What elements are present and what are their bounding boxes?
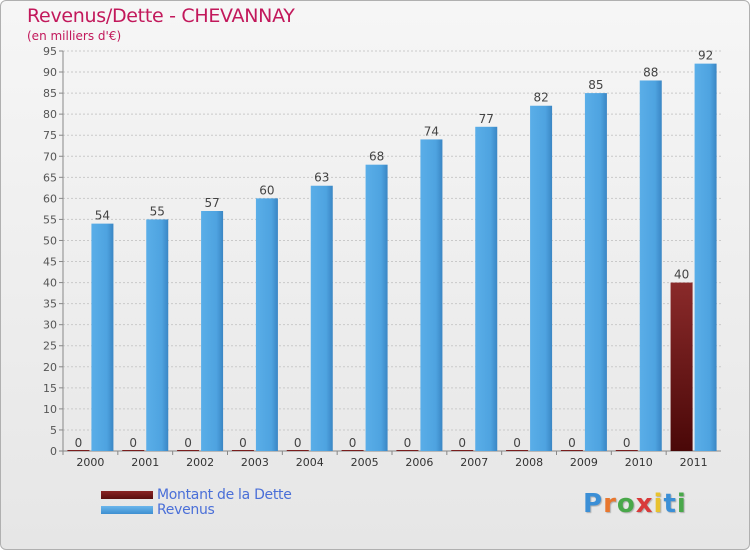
chart-title: Revenus/Dette - CHEVANNAY xyxy=(27,5,295,27)
logo-letter: x xyxy=(635,489,654,519)
data-label-dette: 0 xyxy=(129,436,137,450)
bar-revenus xyxy=(694,63,717,451)
bar-dette xyxy=(670,282,693,451)
chart-subtitle: (en milliers d'€) xyxy=(27,29,122,43)
data-label-dette: 0 xyxy=(623,436,631,450)
y-tick-label: 5 xyxy=(50,424,57,437)
data-label-dette: 0 xyxy=(75,436,83,450)
data-label-dette: 0 xyxy=(513,436,521,450)
data-label-dette: 0 xyxy=(294,436,302,450)
bar-dette xyxy=(231,450,254,451)
data-label-revenus: 63 xyxy=(314,171,329,185)
bar-dette xyxy=(177,450,200,451)
y-tick-label: 15 xyxy=(43,382,57,395)
legend-swatch-revenus xyxy=(101,505,153,514)
bar-dette xyxy=(122,450,145,451)
bar-revenus xyxy=(584,93,607,452)
legend-label-dette: Montant de la Dette xyxy=(157,486,292,503)
x-tick-label: 2000 xyxy=(76,456,104,469)
bar-revenus xyxy=(255,198,278,451)
y-tick-label: 65 xyxy=(43,171,57,184)
logo-letter: r xyxy=(603,489,617,519)
bar-revenus xyxy=(639,80,662,451)
y-tick-label: 80 xyxy=(43,108,57,121)
data-label-revenus: 82 xyxy=(533,91,548,105)
data-label-revenus: 74 xyxy=(424,124,439,138)
bar-dette xyxy=(560,450,583,451)
y-tick-label: 10 xyxy=(43,403,57,416)
y-tick-label: 45 xyxy=(43,256,57,269)
bar-dette xyxy=(396,450,419,451)
data-label-revenus: 60 xyxy=(259,183,274,197)
data-label-revenus: 55 xyxy=(150,204,165,218)
proxiti-logo[interactable]: Proxiti xyxy=(583,489,687,519)
x-tick-label: 2005 xyxy=(351,456,379,469)
legend-item-dette[interactable]: Montant de la Dette xyxy=(101,486,292,503)
logo-letter: o xyxy=(616,489,636,519)
logo-letter: P xyxy=(583,489,604,519)
data-label-revenus: 54 xyxy=(95,209,110,223)
bar-revenus xyxy=(475,126,498,451)
bar-dette xyxy=(451,450,474,451)
data-label-dette: 0 xyxy=(349,436,357,450)
y-tick-label: 50 xyxy=(43,234,57,247)
x-tick-label: 2007 xyxy=(460,456,488,469)
logo-letter: i xyxy=(653,489,664,519)
bar-dette xyxy=(615,450,638,451)
x-tick-label: 2003 xyxy=(241,456,269,469)
x-tick-label: 2002 xyxy=(186,456,214,469)
y-tick-label: 75 xyxy=(43,129,57,142)
bar-dette xyxy=(341,450,364,451)
data-label-revenus: 85 xyxy=(588,78,603,92)
y-tick-label: 25 xyxy=(43,340,57,353)
data-label-revenus: 68 xyxy=(369,150,384,164)
x-tick-label: 2001 xyxy=(131,456,159,469)
y-tick-label: 35 xyxy=(43,298,57,311)
y-tick-label: 90 xyxy=(43,66,57,79)
data-label-dette: 0 xyxy=(458,436,466,450)
bar-revenus xyxy=(530,105,553,451)
x-tick-label: 2011 xyxy=(680,456,708,469)
data-label-revenus: 57 xyxy=(204,196,219,210)
legend-swatch-dette xyxy=(101,490,153,499)
logo-letter: i xyxy=(676,489,687,519)
x-tick-label: 2008 xyxy=(515,456,543,469)
y-tick-label: 20 xyxy=(43,361,57,374)
data-label-revenus: 77 xyxy=(479,112,494,126)
y-tick-label: 95 xyxy=(43,45,57,58)
legend: Montant de la Dette Revenus xyxy=(101,486,292,518)
data-label-dette: 40 xyxy=(674,268,689,282)
bar-revenus xyxy=(310,185,333,451)
bar-revenus xyxy=(91,223,114,451)
data-label-revenus: 92 xyxy=(698,49,713,63)
bar-dette xyxy=(286,450,309,451)
data-label-dette: 0 xyxy=(404,436,412,450)
data-label-revenus: 88 xyxy=(643,65,658,79)
y-tick-label: 0 xyxy=(50,445,57,458)
y-tick-label: 30 xyxy=(43,319,57,332)
x-tick-label: 2009 xyxy=(570,456,598,469)
bar-revenus xyxy=(420,139,443,451)
data-label-dette: 0 xyxy=(568,436,576,450)
bar-revenus xyxy=(146,219,169,451)
y-tick-label: 85 xyxy=(43,87,57,100)
x-tick-label: 2004 xyxy=(296,456,324,469)
legend-item-revenus[interactable]: Revenus xyxy=(101,501,292,518)
logo-letter: t xyxy=(663,489,677,519)
bar-revenus xyxy=(201,211,224,451)
y-tick-label: 40 xyxy=(43,277,57,290)
x-tick-label: 2006 xyxy=(405,456,433,469)
x-tick-label: 2010 xyxy=(625,456,653,469)
data-label-dette: 0 xyxy=(184,436,192,450)
y-tick-label: 55 xyxy=(43,213,57,226)
data-label-dette: 0 xyxy=(239,436,247,450)
legend-label-revenus: Revenus xyxy=(157,501,215,518)
y-tick-label: 60 xyxy=(43,192,57,205)
bar-dette xyxy=(506,450,529,451)
y-tick-label: 70 xyxy=(43,150,57,163)
bar-revenus xyxy=(365,164,388,451)
bar-dette xyxy=(67,450,90,451)
